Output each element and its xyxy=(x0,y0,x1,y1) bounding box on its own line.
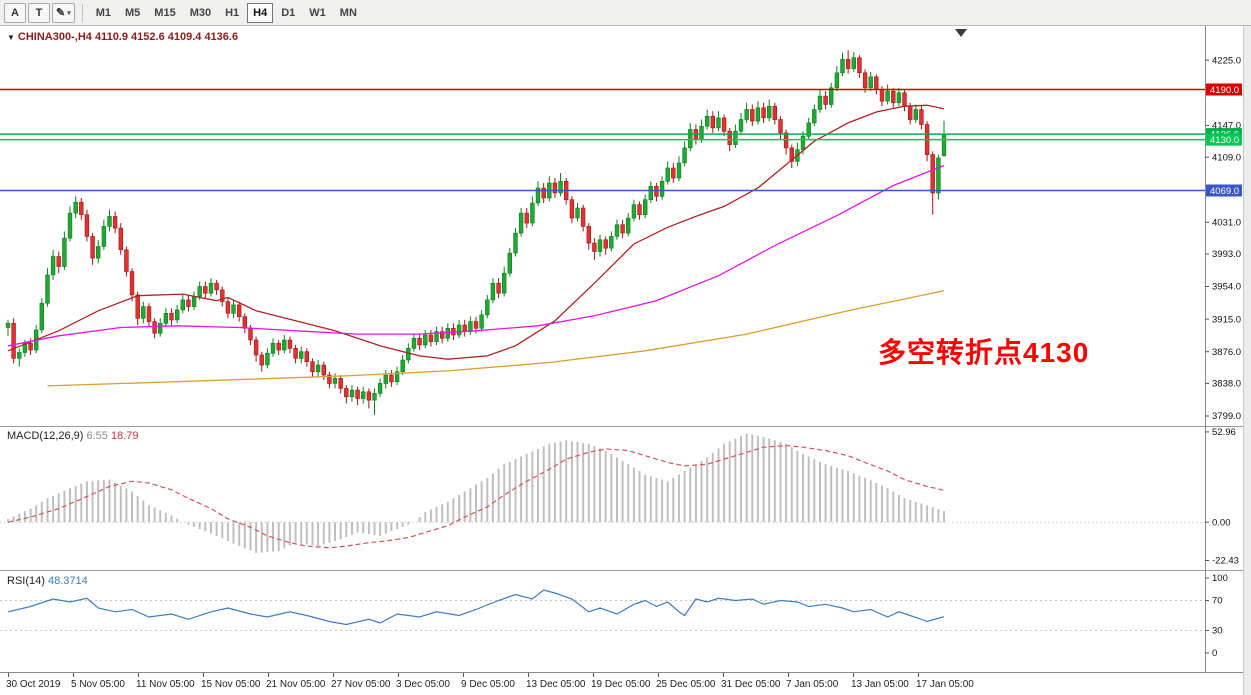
timeframe-button-m15[interactable]: M15 xyxy=(148,3,181,23)
time-tick xyxy=(528,673,529,677)
svg-text:30: 30 xyxy=(1212,626,1223,637)
price-badge-4130.0 xyxy=(1206,133,1242,146)
cursor-tool-button[interactable]: A xyxy=(4,2,26,23)
rsi-indicator-label: RSI(14) 48.3714 xyxy=(7,575,88,587)
svg-text:-22.43: -22.43 xyxy=(1212,556,1239,567)
window-scrollbar[interactable] xyxy=(1243,26,1251,695)
macd-value-signal: 18.79 xyxy=(110,430,139,442)
time-label: 25 Dec 05:00 xyxy=(656,679,716,690)
svg-text:3915.0: 3915.0 xyxy=(1212,314,1241,325)
time-axis[interactable]: 30 Oct 2019 5 Nov 05:00 11 Nov 05:00 15 Nov… xyxy=(0,672,1243,695)
svg-text:0.00: 0.00 xyxy=(1212,517,1231,528)
timeframe-button-w1[interactable]: W1 xyxy=(303,3,332,23)
pencil-icon: ✎ xyxy=(56,7,66,19)
time-tick xyxy=(203,673,204,677)
time-label: 13 Dec 05:00 xyxy=(526,679,586,690)
time-label: 30 Oct 2019 xyxy=(6,679,61,690)
ma-medium-line[interactable] xyxy=(7,164,945,347)
draw-tool-button[interactable]: ✎ ▾ xyxy=(52,2,75,23)
time-label: 3 Dec 05:00 xyxy=(396,679,450,690)
time-tick xyxy=(268,673,269,677)
candles-layer xyxy=(5,50,947,416)
toolbar: A T ✎ ▾ M1 M5 M15 M30 H1 H4 D1 W1 MN xyxy=(0,0,1251,26)
timeframe-button-h1[interactable]: H1 xyxy=(219,3,245,23)
time-label: 17 Jan 05:00 xyxy=(916,679,974,690)
rsi-name: RSI(14) xyxy=(7,575,45,587)
svg-text:52.96: 52.96 xyxy=(1212,427,1236,438)
symbol-ohlc-text: CHINA300-,H4 4110.9 4152.6 4109.4 4136.6 xyxy=(17,31,239,43)
macd-indicator-label: MACD(12,26,9) 6.55 18.79 xyxy=(7,430,139,442)
time-tick xyxy=(723,673,724,677)
svg-text:3838.0: 3838.0 xyxy=(1212,379,1241,390)
chart-shift-marker-icon[interactable] xyxy=(955,29,967,37)
timeframe-button-m30[interactable]: M30 xyxy=(184,3,217,23)
timeframe-button-h4[interactable]: H4 xyxy=(247,2,274,23)
time-tick xyxy=(658,673,659,677)
toolbar-separator xyxy=(81,3,83,22)
macd-panel[interactable]: 52.96 0.00 -22.43 xyxy=(0,426,1243,570)
time-label: 31 Dec 05:00 xyxy=(721,679,781,690)
timeframe-button-m1[interactable]: M1 xyxy=(90,3,117,23)
svg-text:4190.0: 4190.0 xyxy=(1210,85,1239,96)
svg-text:4069.0: 4069.0 xyxy=(1210,186,1239,197)
time-tick xyxy=(73,673,74,677)
svg-text:3799.0: 3799.0 xyxy=(1212,411,1241,422)
time-tick xyxy=(398,673,399,677)
svg-text:3993.0: 3993.0 xyxy=(1212,249,1241,260)
svg-text:3876.0: 3876.0 xyxy=(1212,347,1241,358)
time-tick xyxy=(138,673,139,677)
time-tick xyxy=(918,673,919,677)
macd-value-main: 6.55 xyxy=(86,430,108,442)
time-tick xyxy=(853,673,854,677)
rsi-panel[interactable]: 100 70 30 0 xyxy=(0,570,1243,672)
timeframe-button-mn[interactable]: MN xyxy=(334,3,363,23)
text-tool-button[interactable]: T xyxy=(28,2,50,23)
time-label: 19 Dec 05:00 xyxy=(591,679,651,690)
macd-signal-line xyxy=(7,444,945,549)
svg-text:4225.0: 4225.0 xyxy=(1212,55,1241,66)
rsi-line xyxy=(7,589,945,626)
time-tick xyxy=(333,673,334,677)
time-label: 11 Nov 05:00 xyxy=(136,679,195,690)
svg-text:3954.0: 3954.0 xyxy=(1212,282,1241,293)
rsi-value: 48.3714 xyxy=(47,575,88,587)
time-tick xyxy=(463,673,464,677)
svg-text:4109.0: 4109.0 xyxy=(1212,152,1241,163)
svg-text:70: 70 xyxy=(1212,596,1223,607)
macd-histogram xyxy=(7,433,945,553)
main-price-chart[interactable]: 4225.0 4147.0 4109.0 4031.0 3993.0 3954.0 3915… xyxy=(0,26,1243,426)
price-badge-4069.0 xyxy=(1206,184,1242,197)
macd-name: MACD(12,26,9) xyxy=(7,430,84,442)
time-tick xyxy=(8,673,9,677)
time-tick xyxy=(788,673,789,677)
timeframe-button-d1[interactable]: D1 xyxy=(275,3,301,23)
timeframe-button-m5[interactable]: M5 xyxy=(119,3,146,23)
time-label: 15 Nov 05:00 xyxy=(201,679,261,690)
time-label: 5 Nov 05:00 xyxy=(71,679,125,690)
time-label: 21 Nov 05:00 xyxy=(266,679,326,690)
svg-text:4130.0: 4130.0 xyxy=(1210,135,1239,146)
svg-text:0: 0 xyxy=(1212,648,1217,659)
svg-text:4147.0: 4147.0 xyxy=(1212,121,1241,132)
ma-fast-line[interactable] xyxy=(7,104,945,360)
time-tick xyxy=(593,673,594,677)
ma-slow-line[interactable] xyxy=(47,290,945,387)
time-label: 13 Jan 05:00 xyxy=(851,679,909,690)
price-badge-4190.0 xyxy=(1206,83,1242,96)
time-label: 9 Dec 05:00 xyxy=(461,679,515,690)
svg-text:100: 100 xyxy=(1212,573,1228,584)
chevron-down-icon: ▾ xyxy=(67,9,71,17)
time-label: 7 Jan 05:00 xyxy=(786,679,839,690)
symbol-header: ▼ CHINA300-,H4 4110.9 4152.6 4109.4 4136.… xyxy=(7,31,238,43)
svg-text:4031.0: 4031.0 xyxy=(1212,217,1241,228)
chart-annotation-text[interactable]: 多空转折点4130 xyxy=(878,337,1090,368)
collapse-triangle-icon[interactable]: ▼ xyxy=(7,33,15,42)
time-label: 27 Nov 05:00 xyxy=(331,679,391,690)
